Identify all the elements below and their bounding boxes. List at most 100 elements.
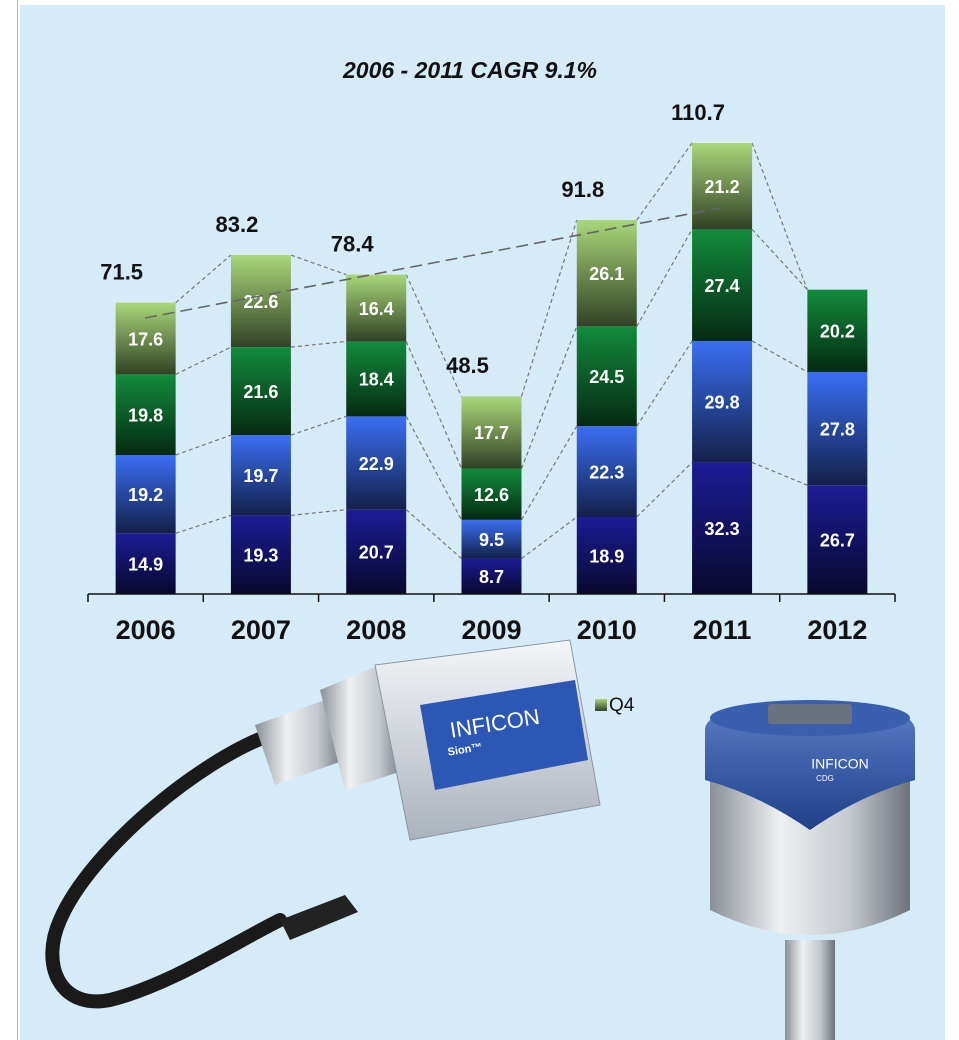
connector-line [521,516,578,560]
plot: 14.9 19.2 19.8 17.6 71.5 2006 19.3 19.7 21.6 22.6… [87,100,896,645]
value-label: 9.5 [479,530,504,550]
bar-segment [692,462,753,594]
x-tick-label: 2006 [116,615,176,645]
connector-line [175,254,232,304]
value-label: 20.7 [359,543,394,563]
value-label: 26.1 [589,264,624,284]
sion-label-plate [420,680,588,790]
bar-segment [692,229,753,342]
bar-segment [230,515,291,594]
legend-label: Q4 [609,695,635,716]
total-label: 78.4 [331,231,375,256]
cdg-brand: INFICON [811,756,869,772]
bar-segment [461,396,522,469]
bar-segment [346,274,407,342]
bar-segment [230,347,291,436]
connector-line [175,514,232,534]
chart-title: 2006 - 2011 CAGR 9.1% [342,57,597,83]
value-label: 21.6 [243,382,278,402]
value-label: 18.4 [359,370,394,390]
connector-line [751,461,808,486]
value-label: 19.2 [128,485,163,505]
value-label: 14.9 [128,554,163,574]
bar-segment [346,509,407,594]
bar-segment [230,255,291,348]
x-tick-label: 2011 [693,615,752,645]
value-label: 19.8 [128,405,163,425]
x-tick-label: 2008 [346,615,406,645]
value-label: 16.4 [359,299,394,319]
connector-line [636,340,693,427]
product-image-sion: INFICON Sion™ [45,639,601,1009]
value-label: 22.6 [243,292,278,312]
connector-line [405,416,463,521]
connector-line [405,341,463,469]
bar-segment [115,455,176,534]
cable [45,728,287,1009]
total-label: 110.7 [671,100,725,125]
value-label: 32.3 [705,519,740,539]
value-label: 19.3 [243,545,278,565]
connector-line [751,340,808,373]
bar-segment [576,220,637,327]
total-label: 48.5 [446,353,489,378]
connector-line [520,219,578,397]
connector-line [405,274,463,397]
fitting [255,700,345,785]
bar-segment [461,519,522,559]
bar-segment [461,468,522,520]
total-label: 83.2 [216,212,259,237]
bar-segment [230,435,291,516]
connector-line [405,509,462,560]
sion-model: Sion™ [447,741,483,758]
value-label: 20.2 [820,322,855,342]
bar-segment [576,517,637,594]
value-label: 12.6 [474,485,509,505]
x-tick-label: 2012 [807,615,867,645]
value-label: 17.7 [474,423,509,443]
connectors [175,142,808,560]
connector-line [290,254,347,276]
connector-line [636,229,693,327]
value-label: 27.4 [705,276,740,296]
bar-segment [346,416,407,510]
cagr-trend-line [144,207,721,319]
value-label: 27.8 [820,419,855,439]
bar-segment [576,426,637,518]
bar-segment [576,326,637,427]
connector-line [636,461,693,518]
product-image-cdg: INFICON CDG [705,700,915,1040]
connector-line [636,142,693,221]
connector-line [290,509,347,516]
value-label: 24.5 [589,367,624,387]
value-label: 22.9 [359,454,394,474]
value-label: 21.2 [705,177,740,197]
cdg-connector [768,704,852,724]
bar-segment [692,341,753,463]
x-tick-label: 2010 [577,615,637,645]
value-label: 22.3 [589,462,624,482]
total-label: 71.5 [100,260,143,285]
connector-line [751,142,808,290]
cdg-model: CDG [816,774,834,783]
connector-line [175,346,232,375]
value-label: 8.7 [479,567,504,587]
value-label: 29.8 [705,392,740,412]
value-label: 26.7 [820,530,855,550]
cdg-stem [785,940,835,1040]
bar-segment [692,143,753,230]
connector-line [520,326,578,469]
x-tick-label: 2007 [231,615,291,645]
bar-segment [346,341,407,417]
connector-line [290,340,347,348]
connector-line [175,434,232,456]
connector-line [290,415,347,436]
bar-segment [807,289,868,372]
bar-segment [461,558,522,594]
bar-segment [807,371,868,486]
total-label: 91.8 [561,177,604,202]
value-label: 17.6 [128,329,163,349]
value-label: 18.9 [589,546,624,566]
value-label: 19.7 [243,466,278,486]
